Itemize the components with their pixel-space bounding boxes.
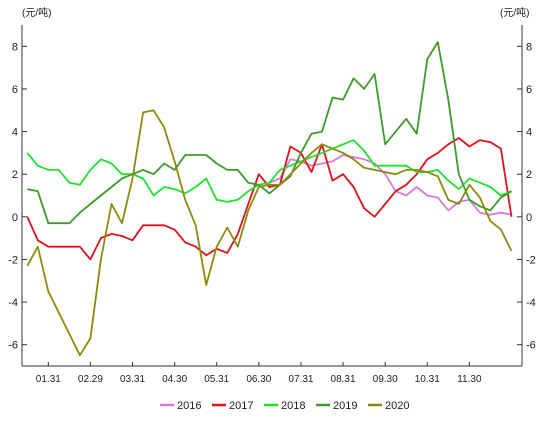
y-tick-label-left: -6 bbox=[8, 340, 18, 352]
y-tick-label-left: 4 bbox=[12, 127, 18, 139]
x-tick-label: 06.30 bbox=[246, 374, 271, 385]
left-axis-unit-label: (元/吨) bbox=[22, 6, 51, 19]
y-tick-label-right: 6 bbox=[526, 84, 532, 96]
series-line-2016 bbox=[269, 154, 512, 216]
x-tick-label: 01.31 bbox=[36, 374, 61, 385]
legend-label-2018: 2018 bbox=[281, 400, 305, 412]
legend-label-2019: 2019 bbox=[333, 400, 357, 412]
y-tick-label-right: 4 bbox=[526, 127, 532, 139]
x-tick-label: 03.31 bbox=[120, 374, 145, 385]
y-tick-label-left: 6 bbox=[12, 84, 18, 96]
series-line-2018 bbox=[26, 139, 512, 203]
y-tick-label-left: 8 bbox=[12, 41, 18, 53]
y-tick-label-right: 2 bbox=[526, 169, 532, 181]
x-tick-label: 04.30 bbox=[162, 374, 187, 385]
axes: -6 -6 -4 -4 -2 -2 0 0 2 2 4 4 6 6 8 8 01.31 02.29 03.31 04.… bbox=[8, 25, 536, 385]
y-tick-label-left: 0 bbox=[12, 212, 18, 224]
series-line-2017 bbox=[26, 137, 513, 261]
series-line-2020 bbox=[26, 109, 513, 357]
y-tick-label-right: 0 bbox=[526, 212, 532, 224]
legend-label-2017: 2017 bbox=[229, 400, 253, 412]
y-tick-label-left: 2 bbox=[12, 169, 18, 181]
y-tick-label-right: -4 bbox=[526, 297, 536, 309]
x-tick-label: 07.31 bbox=[288, 374, 313, 385]
x-tick-label: 11.30 bbox=[457, 374, 482, 385]
y-tick-label-left: -2 bbox=[8, 254, 18, 266]
y-tick-label-left: -4 bbox=[8, 297, 18, 309]
y-tick-label-right: -6 bbox=[526, 340, 536, 352]
legend-label-2016: 2016 bbox=[177, 400, 201, 412]
y-tick-label-right: -2 bbox=[526, 254, 536, 266]
series-lines bbox=[26, 41, 513, 357]
x-tick-label: 05.31 bbox=[204, 374, 229, 385]
x-tick-label: 08.31 bbox=[331, 374, 356, 385]
series-line-2019 bbox=[27, 41, 512, 225]
y-tick-label-right: 8 bbox=[526, 41, 532, 53]
legend-label-2020: 2020 bbox=[385, 400, 409, 412]
legend: 2016 2017 2018 2019 2020 bbox=[160, 400, 409, 412]
right-axis-unit-label: (元/吨) bbox=[500, 6, 529, 19]
x-tick-label: 02.29 bbox=[78, 374, 103, 385]
x-tick-label: 09.30 bbox=[373, 374, 398, 385]
x-tick-label: 10.31 bbox=[415, 374, 440, 385]
